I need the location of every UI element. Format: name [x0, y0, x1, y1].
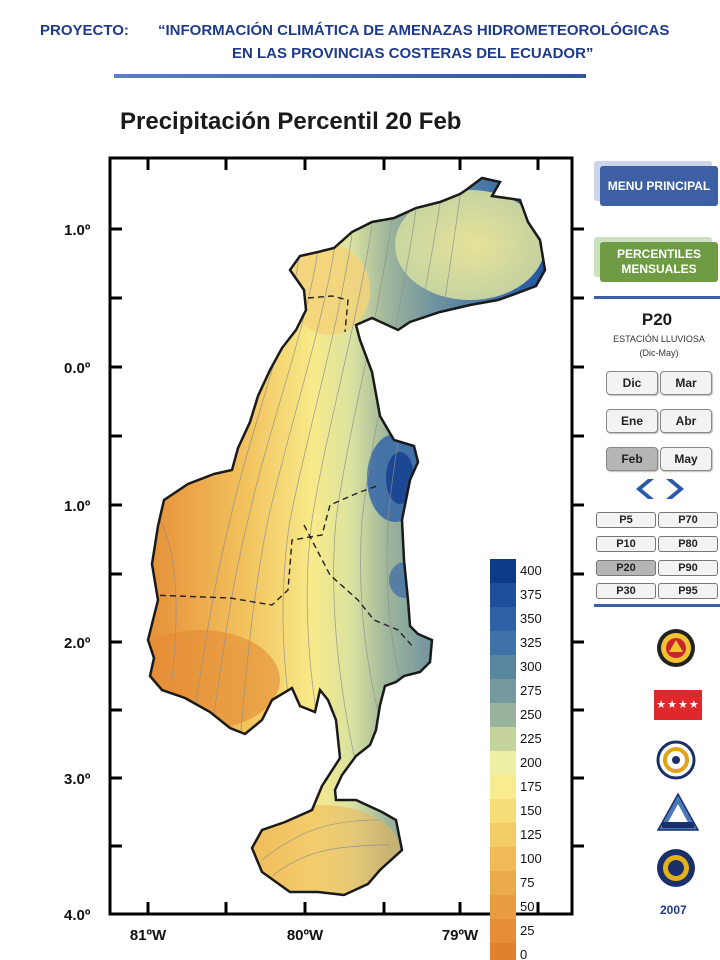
colorbar-swatch [490, 703, 516, 727]
colorbar-tick-label: 50 [520, 899, 534, 914]
colorbar-tick-label: 400 [520, 563, 542, 578]
colorbar-legend: 4003753503253002752502252001751501251007… [490, 559, 542, 960]
colorbar-swatch [490, 919, 516, 943]
sidebar-divider [594, 604, 720, 607]
month-button-abr[interactable]: Abr [660, 409, 712, 433]
colorbar-tick-label: 225 [520, 731, 542, 746]
colorbar-tick-label: 375 [520, 587, 542, 602]
percentile-button-p5[interactable]: P5 [596, 512, 656, 528]
colorbar-swatch [490, 559, 516, 583]
lon-label: 79ºW [442, 927, 479, 944]
map-title: Precipitación Percentil 20 Feb [120, 108, 462, 135]
institute-logo-icon [656, 792, 700, 831]
institution-seal-icon [657, 629, 695, 667]
colorbar-swatch [490, 871, 516, 895]
colorbar-swatch [490, 775, 516, 799]
season-months: (Dic-May) [639, 348, 679, 358]
colorbar-tick-label: 75 [520, 875, 534, 890]
navy-seal-icon [657, 849, 695, 887]
colorbar-swatch [490, 943, 516, 960]
colorbar-swatch [490, 847, 516, 871]
lat-label: 3.0º [64, 771, 91, 788]
percentile-button-p95[interactable]: P95 [658, 583, 718, 599]
colorbar-tick-label: 125 [520, 827, 542, 842]
percentile-button-p30[interactable]: P30 [596, 583, 656, 599]
next-arrow-icon[interactable] [664, 478, 686, 500]
colorbar-tick-label: 325 [520, 635, 542, 650]
month-button-ene[interactable]: Ene [606, 409, 658, 433]
colorbar-swatch [490, 607, 516, 631]
axis-ticks [110, 158, 584, 914]
menu-principal-button[interactable]: MENU PRINCIPAL [600, 166, 718, 206]
agency-emblem-icon [656, 740, 696, 780]
percentile-button-p70[interactable]: P70 [658, 512, 718, 528]
month-button-mar[interactable]: Mar [660, 371, 712, 395]
month-button-dic[interactable]: Dic [606, 371, 658, 395]
colorbar-swatch [490, 823, 516, 847]
colorbar-tick-label: 25 [520, 923, 534, 938]
colorbar-tick-label: 275 [520, 683, 542, 698]
percentile-button-p10[interactable]: P10 [596, 536, 656, 552]
colorbar-swatch [490, 727, 516, 751]
month-button-feb[interactable]: Feb [606, 447, 658, 471]
colorbar-swatch [490, 631, 516, 655]
header-divider [114, 74, 586, 78]
current-percentile: P20 [641, 310, 673, 329]
colorbar-swatch [490, 655, 516, 679]
colorbar-swatch [490, 679, 516, 703]
lon-label: 80ºW [287, 927, 324, 944]
colorbar-tick-label: 0 [520, 947, 527, 960]
colorbar-tick-label: 200 [520, 755, 542, 770]
lat-label: 2.0º [64, 635, 91, 652]
coastline [146, 176, 547, 897]
percentile-button-p80[interactable]: P80 [658, 536, 718, 552]
header-label: PROYECTO: [40, 22, 129, 39]
lon-label: 81ºW [130, 927, 167, 944]
sidebar-divider [594, 296, 720, 299]
colorbar-tick-label: 100 [520, 851, 542, 866]
colorbar-tick-label: 350 [520, 611, 542, 626]
colorbar-swatch [490, 799, 516, 823]
percentile-button-p20[interactable]: P20 [596, 560, 656, 576]
flag-icon: ★★★★ [654, 690, 702, 720]
previous-arrow-icon[interactable] [634, 478, 656, 500]
colorbar-tick-label: 175 [520, 779, 542, 794]
colorbar-tick-label: 300 [520, 659, 542, 674]
season-label: ESTACIÓN LLUVIOSA [613, 334, 705, 344]
month-button-may[interactable]: May [660, 447, 712, 471]
percentiles-mensuales-button[interactable]: PERCENTILES MENSUALES [600, 242, 718, 282]
colorbar-swatch [490, 583, 516, 607]
header-title-line2: EN LAS PROVINCIAS COSTERAS DEL ECUADOR” [232, 45, 594, 62]
colorbar-tick-label: 250 [520, 707, 542, 722]
colorbar-tick-label: 150 [520, 803, 542, 818]
colorbar-swatch [490, 895, 516, 919]
lat-label: 1.0º [64, 498, 91, 515]
lat-label: 1.0º [64, 222, 91, 239]
lat-label: 4.0º [64, 907, 91, 924]
percentile-button-p90[interactable]: P90 [658, 560, 718, 576]
header-title-line1: “INFORMACIÓN CLIMÁTICA DE AMENAZAS HIDRO… [158, 22, 670, 39]
year-label: 2007 [660, 903, 687, 917]
colorbar-swatch [490, 751, 516, 775]
lat-label: 0.0º [64, 360, 91, 377]
